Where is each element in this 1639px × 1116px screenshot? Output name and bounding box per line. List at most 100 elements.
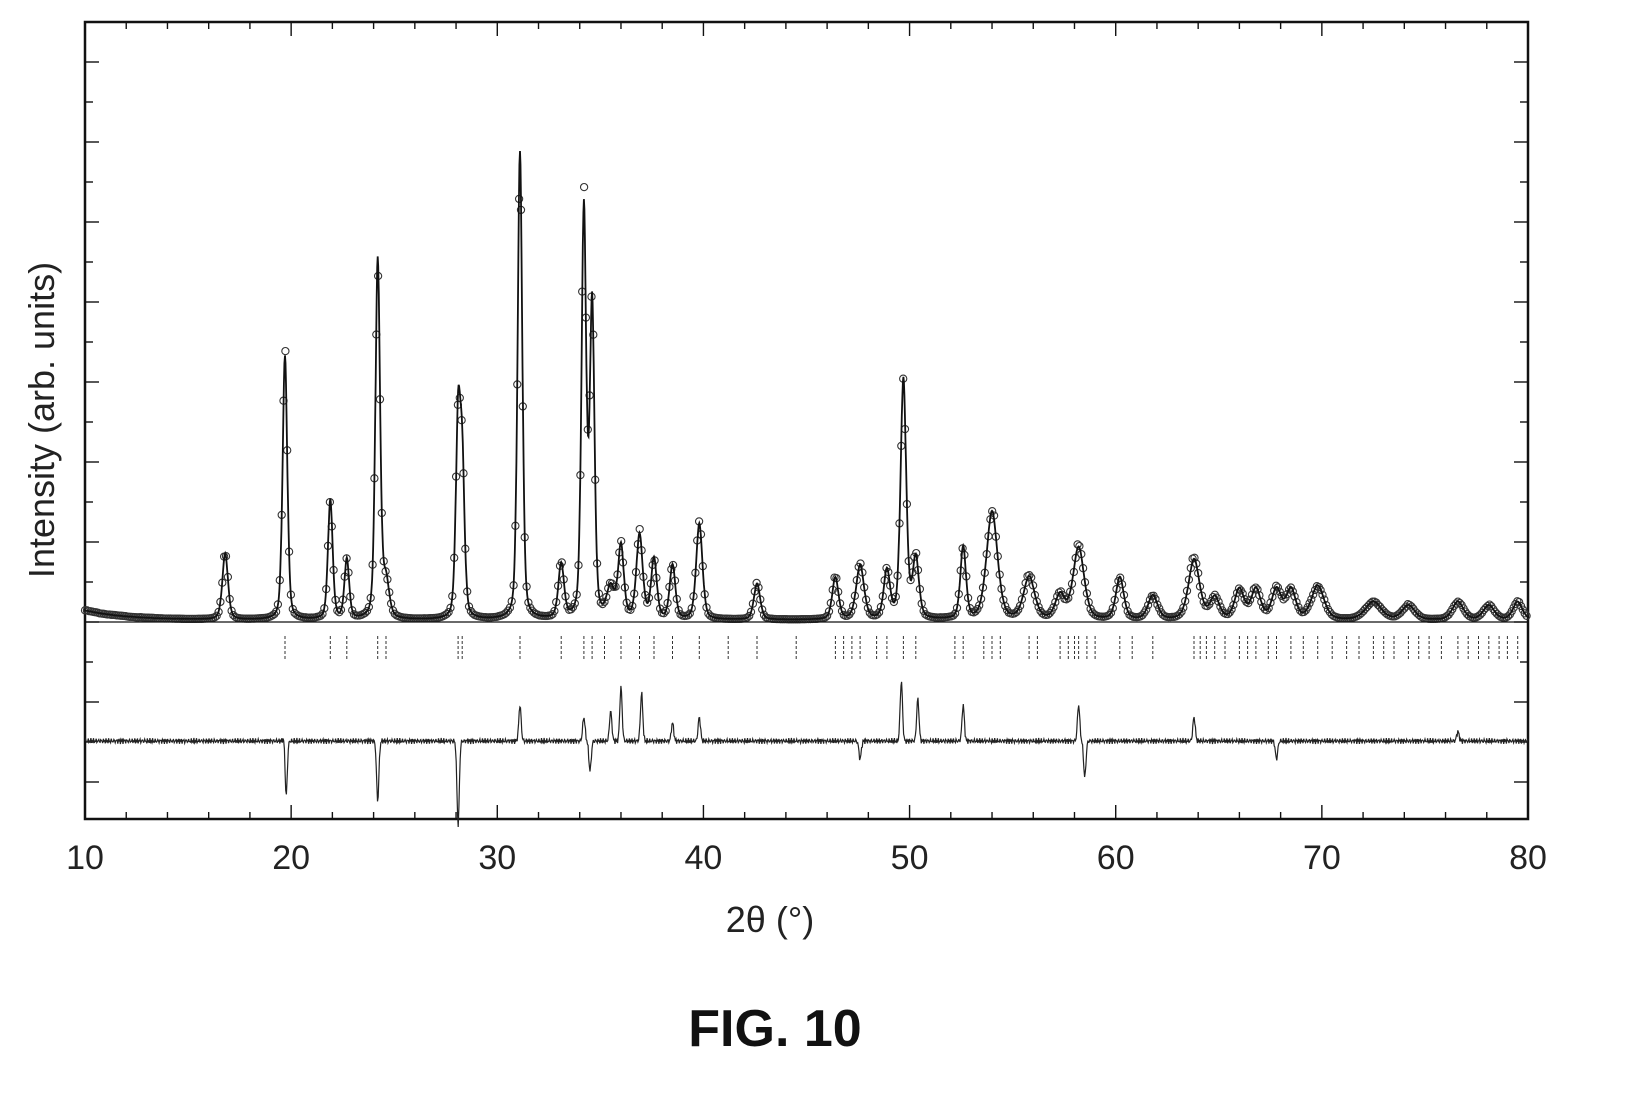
observed-point xyxy=(659,609,668,618)
observed-point xyxy=(1238,589,1247,598)
calculated-profile-line xyxy=(84,150,1529,621)
observed-point xyxy=(1051,598,1060,607)
observed-point xyxy=(1012,607,1021,617)
observed-point xyxy=(1062,595,1071,604)
observed-point xyxy=(1108,604,1117,613)
observed-point xyxy=(360,608,370,618)
observed-point xyxy=(598,599,607,609)
observed-point xyxy=(1151,594,1160,604)
observed-point xyxy=(1216,602,1225,611)
observed-point xyxy=(1155,604,1164,613)
x-axis-ticks xyxy=(84,22,1529,819)
observed-point xyxy=(889,597,899,607)
figure-caption: FIG. 10 xyxy=(688,1000,861,1058)
observed-point xyxy=(706,611,715,620)
difference-curve xyxy=(84,681,1529,828)
observed-point xyxy=(950,609,960,618)
observed-point xyxy=(1214,597,1223,606)
observed-point xyxy=(1138,610,1147,620)
observed-point xyxy=(1444,610,1453,619)
observed-point xyxy=(1264,603,1273,613)
observed-point xyxy=(1307,595,1316,604)
observed-point xyxy=(270,610,279,619)
observed-point xyxy=(1401,602,1411,611)
observed-point xyxy=(1262,606,1271,615)
observed-point xyxy=(746,607,756,616)
observed-point xyxy=(949,611,958,620)
observed-point xyxy=(1383,610,1392,619)
observed-point xyxy=(362,606,372,616)
observed-point xyxy=(1045,609,1054,618)
observed-point xyxy=(442,609,451,619)
y-axis-label: Intensity (arb. units) xyxy=(21,262,62,578)
x-axis-label: 2θ (°) xyxy=(726,899,814,940)
observed-point xyxy=(579,182,589,192)
observed-point xyxy=(1049,603,1058,612)
observed-point xyxy=(212,611,221,620)
observed-point xyxy=(1303,603,1312,612)
x-tick-label: 40 xyxy=(685,839,723,877)
observed-point xyxy=(1104,610,1114,620)
observed-point xyxy=(626,605,635,614)
observed-point xyxy=(821,613,830,622)
observed-point xyxy=(661,606,670,616)
observed-point xyxy=(1190,553,1199,562)
x-axis-tick-labels: 10 20 30 40 50 60 70 80 xyxy=(66,839,1547,877)
observed-point xyxy=(1034,602,1043,612)
observed-point xyxy=(824,607,834,616)
x-tick-label: 80 xyxy=(1509,839,1547,877)
observed-point xyxy=(1296,606,1305,615)
observed-point xyxy=(1275,587,1284,596)
observed-point xyxy=(1025,571,1034,580)
x-tick-label: 10 xyxy=(66,839,104,877)
observed-point xyxy=(1227,605,1236,614)
observed-point xyxy=(281,346,290,356)
observed-point xyxy=(364,602,374,612)
observed-point xyxy=(568,603,578,612)
observed-point xyxy=(1251,583,1260,592)
observed-point xyxy=(1017,595,1027,604)
observed-point xyxy=(1320,595,1329,604)
observed-point xyxy=(1143,600,1153,610)
x-tick-label: 20 xyxy=(272,839,310,877)
observed-point xyxy=(1245,595,1255,604)
observed-point xyxy=(318,609,327,618)
observed-point xyxy=(743,613,752,622)
plot-frame xyxy=(83,20,1530,821)
observed-point xyxy=(1305,599,1314,608)
observed-point xyxy=(1366,598,1375,608)
observed-point xyxy=(1001,601,1010,611)
observed-point xyxy=(874,608,884,617)
observed-point xyxy=(847,607,856,616)
bragg-reflection-markers xyxy=(284,636,1519,660)
observed-point xyxy=(1318,590,1327,599)
observed-point xyxy=(1286,583,1296,592)
observed-point xyxy=(685,609,694,618)
observed-point xyxy=(1522,611,1531,620)
observed-point xyxy=(566,605,576,614)
y-axis-ticks xyxy=(85,61,1528,783)
x-tick-label: 60 xyxy=(1097,839,1135,877)
observed-point xyxy=(1266,598,1275,607)
observed-point xyxy=(1032,597,1041,606)
observed-point xyxy=(745,611,754,621)
observed-point xyxy=(1268,592,1277,602)
x-tick-label: 50 xyxy=(891,839,929,877)
observed-point xyxy=(1292,597,1301,607)
observed-point xyxy=(1142,605,1151,614)
observed-point xyxy=(1177,607,1186,616)
observed-point xyxy=(335,608,344,617)
x-tick-label: 70 xyxy=(1303,839,1341,877)
observed-point xyxy=(863,603,873,613)
observed-point xyxy=(1014,605,1023,614)
observed-point xyxy=(1257,597,1266,607)
observed-point xyxy=(822,611,832,621)
observed-point xyxy=(643,598,652,607)
observed-point xyxy=(444,607,453,617)
observed-point xyxy=(1322,600,1331,610)
observed-point xyxy=(1520,609,1529,618)
observed-point xyxy=(1175,609,1184,619)
observed-point xyxy=(1273,583,1283,592)
observed-point xyxy=(550,606,559,616)
